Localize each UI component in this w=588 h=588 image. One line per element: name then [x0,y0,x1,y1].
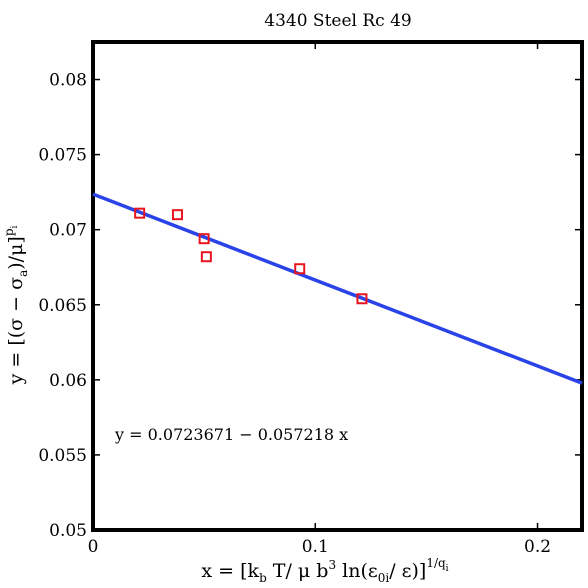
tick-layer: 0 0.1 0.2 0.05 0.055 0.06 0.065 0.07 0.075 0.08 [38,42,582,557]
data-point [356,293,368,305]
data-point [294,263,306,275]
x-axis-label: x = [kb T/ μ b3 ln(ε0i/ ε)]1/qi [201,556,448,585]
y-tick-label: 0.07 [49,221,87,241]
y-axis-label: y = [(σ − σa)/μ]pi [2,225,30,385]
x-tick-label: 0.1 [302,537,329,557]
data-point [171,209,183,221]
y-tick-label: 0.06 [49,371,87,391]
chart-title: 4340 Steel Rc 49 [264,11,411,31]
data-point [134,207,146,219]
fit-equation-annotation: y = 0.0723671 − 0.057218 x [114,425,348,444]
fit-line [92,192,583,385]
y-tick-label: 0.065 [38,296,87,316]
data-point [200,251,212,263]
y-tick-label: 0.05 [49,521,87,541]
x-tick-label: 0.2 [524,537,551,557]
y-tick-label: 0.075 [38,146,87,166]
y-tick-label: 0.08 [49,71,87,91]
plot-frame-layer [91,40,584,532]
data-point [198,233,210,245]
y-tick-label: 0.055 [38,446,87,466]
data-points-layer [134,207,368,305]
x-tick-label: 0 [88,537,99,557]
fit-line-layer [92,192,583,385]
plot-frame [91,40,584,532]
